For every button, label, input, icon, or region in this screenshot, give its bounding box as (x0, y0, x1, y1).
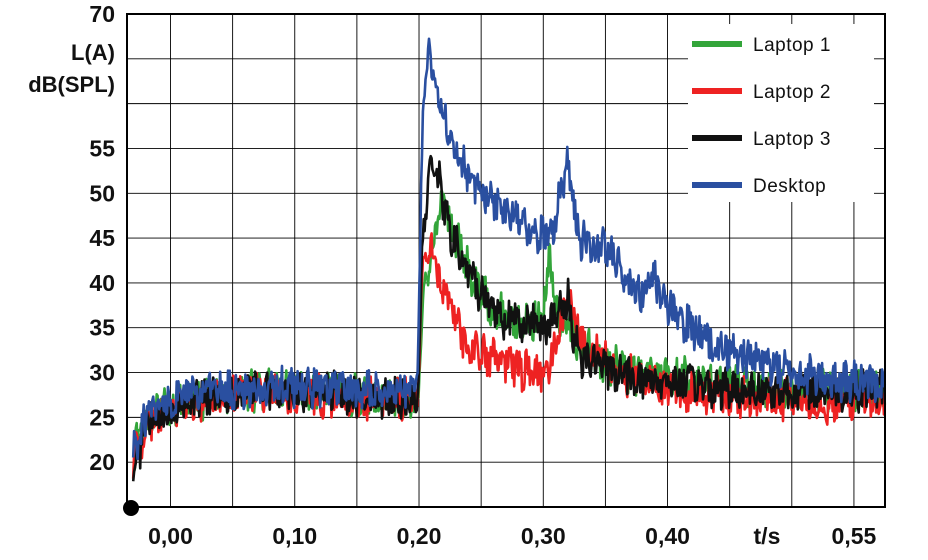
y-tick-label: 40 (89, 270, 115, 296)
legend-label: Laptop 2 (753, 82, 831, 103)
series-line (131, 37, 886, 461)
legend-label: Laptop 3 (753, 129, 831, 150)
x-tick-labels: 0,00 0,10 0,20 0,30 0,40 0,55 (148, 523, 876, 549)
y-tick-label: 55 (89, 135, 115, 161)
series-lines (131, 37, 887, 482)
x-tick-label: 0,30 (521, 523, 566, 549)
y-tick-label: 50 (89, 180, 115, 206)
legend-box (688, 24, 874, 202)
legend: Laptop 1 Laptop 2 Laptop 3 Desktop (688, 24, 874, 202)
y-tick-label: 35 (89, 315, 115, 341)
x-tick-label: 0,00 (148, 523, 193, 549)
y-axis-label-line-2: dB(SPL) (28, 72, 115, 97)
plot-frame (126, 13, 886, 508)
series-line (131, 232, 887, 479)
y-tick-labels: 20 25 30 35 40 45 50 55 70 (89, 1, 115, 475)
origin-dot (123, 500, 139, 516)
x-tick-label: 0,20 (397, 523, 442, 549)
y-tick-label: 30 (89, 360, 115, 386)
legend-label: Desktop (753, 176, 826, 197)
legend-label: Laptop 1 (753, 35, 831, 56)
y-tick-label: 25 (89, 404, 115, 430)
x-tick-label: 0,55 (832, 523, 877, 549)
x-tick-label: 0,40 (645, 523, 690, 549)
x-axis-label: t/s (754, 523, 781, 549)
x-tick-label: 0,10 (272, 523, 317, 549)
y-tick-label: 45 (89, 225, 115, 251)
y-axis-label-line-1: L(A) (71, 40, 115, 65)
y-tick-label: 70 (89, 1, 115, 27)
y-tick-label: 20 (89, 449, 115, 475)
